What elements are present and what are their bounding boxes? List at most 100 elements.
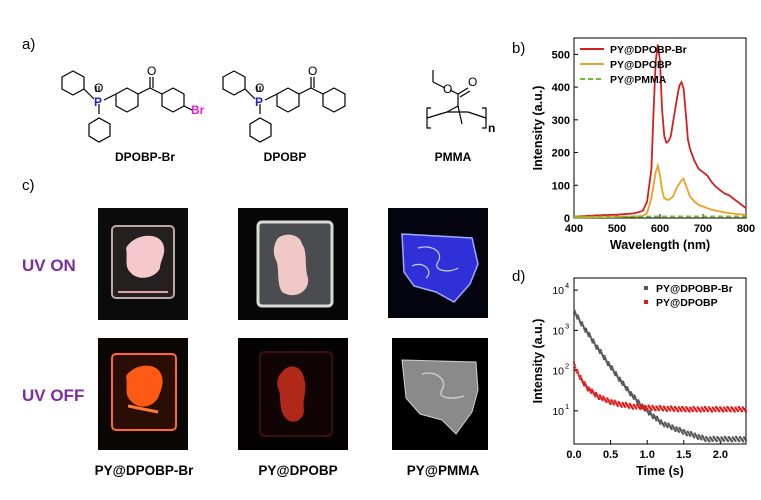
data-point <box>607 361 610 364</box>
data-point <box>615 402 618 405</box>
y-tick-label: 500 <box>552 49 570 61</box>
sample-photo-uv-on <box>238 208 348 320</box>
panel-label-c: c) <box>22 177 35 194</box>
data-point <box>702 436 705 439</box>
data-point <box>663 425 666 428</box>
data-point <box>633 394 636 397</box>
y-axis-label: Intensity (a.u.) <box>531 86 545 171</box>
data-point <box>577 316 580 319</box>
legend-label: PY@PMMA <box>610 74 667 86</box>
data-point <box>613 399 616 402</box>
panel-label-d: d) <box>512 268 526 285</box>
data-point <box>691 434 694 437</box>
data-point <box>618 376 621 379</box>
y-tick-exponent: 2 <box>565 362 569 371</box>
data-point <box>601 354 604 357</box>
data-point <box>648 413 650 416</box>
data-point <box>629 394 632 397</box>
molecule-name: DPOBP-Br <box>114 150 175 164</box>
data-point <box>693 436 696 439</box>
x-tick-label: 2.0 <box>713 449 728 461</box>
data-point <box>675 427 678 430</box>
data-point <box>585 386 588 389</box>
data-point <box>668 423 670 426</box>
x-tick-label: 1.0 <box>640 449 655 461</box>
x-tick-label: 500 <box>608 223 626 235</box>
y-tick-label: 10 <box>552 325 564 337</box>
data-point <box>582 325 585 328</box>
uv-on-label: UV ON <box>22 256 76 275</box>
sample-photo-uv-on <box>388 208 488 318</box>
data-point <box>577 371 579 374</box>
data-point <box>738 440 741 443</box>
data-point <box>604 398 607 401</box>
data-point <box>604 400 607 402</box>
data-point <box>620 405 623 408</box>
data-point <box>650 414 653 417</box>
data-point <box>671 424 674 427</box>
chemical-structures: O P O Br O P O O O n <box>61 64 495 143</box>
data-point <box>614 401 617 404</box>
data-point <box>630 391 633 394</box>
data-point <box>619 378 622 381</box>
data-point <box>628 392 631 395</box>
data-point <box>581 323 584 326</box>
data-point <box>592 340 595 343</box>
data-point <box>678 427 681 429</box>
data-point <box>651 415 654 418</box>
data-point <box>695 410 698 413</box>
data-point <box>697 434 700 437</box>
data-point <box>595 393 598 396</box>
x-axis-label: Time (s) <box>636 464 684 478</box>
y-tick-label: 400 <box>552 82 570 94</box>
data-point <box>574 366 577 369</box>
data-point <box>703 437 706 440</box>
data-point <box>615 372 618 375</box>
y-tick-label: 0 <box>564 213 570 225</box>
data-point <box>669 409 672 412</box>
data-point <box>673 409 676 412</box>
data-point <box>662 409 664 412</box>
data-point <box>668 424 671 427</box>
data-point <box>611 367 614 370</box>
data-point <box>578 318 581 321</box>
sample-photo-uv-off <box>392 338 488 450</box>
data-point <box>681 431 684 434</box>
data-point <box>688 410 691 413</box>
legend-label: PY@DPOBP <box>610 59 672 71</box>
data-point <box>583 326 585 329</box>
data-point <box>588 334 591 336</box>
data-point <box>610 365 613 368</box>
data-point <box>667 422 670 425</box>
data-point <box>658 421 661 424</box>
data-point <box>581 379 583 381</box>
x-axis-label: Wavelength (nm) <box>610 238 710 252</box>
oxygen-atom: O <box>94 81 103 95</box>
data-point <box>741 410 743 413</box>
data-point <box>660 420 663 423</box>
data-point <box>731 440 734 443</box>
data-point <box>579 377 581 380</box>
data-point <box>666 409 668 412</box>
data-point <box>599 395 602 398</box>
y-tick-exponent: 4 <box>565 281 569 290</box>
data-point <box>646 408 649 411</box>
data-point <box>586 387 589 390</box>
data-point <box>626 387 629 390</box>
data-point <box>583 328 586 331</box>
data-point <box>608 400 611 403</box>
data-point <box>670 428 673 431</box>
data-point <box>590 337 593 340</box>
sample-photo-uv-on <box>98 208 188 320</box>
data-point <box>579 322 582 325</box>
data-point <box>711 439 714 442</box>
data-point <box>692 435 695 438</box>
data-point <box>603 355 606 357</box>
y-tick-exponent: 3 <box>565 321 569 330</box>
data-point <box>662 423 664 426</box>
data-point <box>719 440 722 443</box>
data-point <box>699 436 702 439</box>
data-point <box>628 391 631 394</box>
data-point <box>612 370 615 373</box>
